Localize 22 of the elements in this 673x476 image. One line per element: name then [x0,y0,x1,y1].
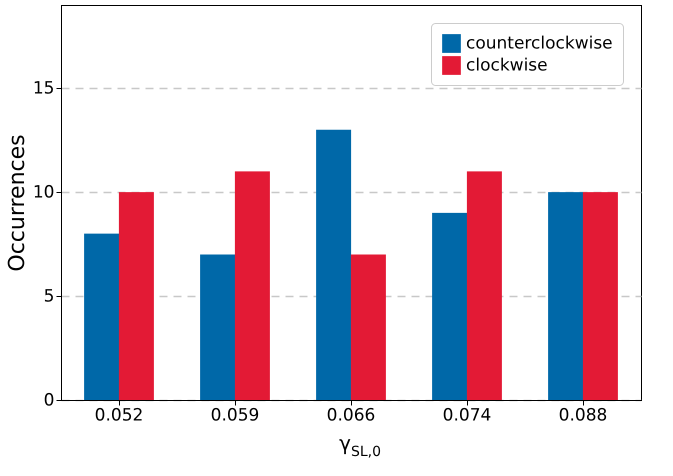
legend-label: clockwise [466,56,548,76]
bar [548,192,584,400]
x-tick-label: 0.088 [558,406,608,426]
bar [432,212,468,400]
bar [466,171,502,400]
bar [234,171,270,400]
bar [200,254,236,400]
y-tick-label: 10 [32,182,54,203]
y-axis-title: Occurrences [4,134,30,272]
bar [118,192,154,400]
x-tick-label: 0.059 [210,406,260,426]
bar [582,192,618,400]
bar [84,234,120,400]
legend-label: counterclockwise [466,34,613,54]
y-tick-label: 0 [44,390,54,410]
y-tick-label: 15 [32,78,54,99]
bar [350,254,386,400]
x-tick-label: 0.074 [442,406,492,426]
y-tick-label: 5 [44,286,54,307]
x-tick-label: 0.052 [94,406,144,426]
x-tick-label: 0.066 [326,406,376,426]
bar [316,130,352,400]
